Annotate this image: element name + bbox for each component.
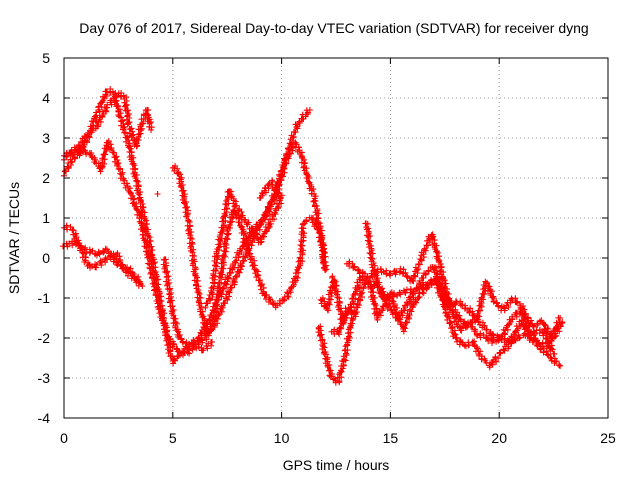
series-track-i (343, 231, 564, 342)
y-tick-label: -2 (38, 330, 51, 346)
y-tick-label: 4 (42, 90, 50, 106)
series-track-d (169, 162, 330, 339)
data-point-markers (60, 222, 146, 289)
x-tick-label: 10 (274, 430, 290, 446)
series-track-e (60, 222, 146, 289)
x-tick-label: 0 (60, 430, 68, 446)
y-tick-label: 3 (42, 130, 50, 146)
data-point-markers (343, 231, 564, 342)
series-track-g (315, 274, 564, 386)
data-series (60, 86, 566, 386)
x-tick-label: 5 (169, 430, 177, 446)
data-point-markers (315, 274, 564, 386)
plot-frame (63, 57, 609, 419)
chart-title: Day 076 of 2017, Sidereal Day-to-day VTE… (79, 20, 588, 36)
x-axis-label: GPS time / hours (283, 457, 390, 473)
series-track-b (61, 90, 330, 350)
series-track-f (202, 177, 285, 311)
series-track-j (328, 220, 558, 357)
y-tick-label: 2 (42, 170, 50, 186)
y-tick-label: -3 (38, 370, 51, 386)
x-tick-label: 15 (383, 430, 399, 446)
y-tick-label: -1 (38, 290, 51, 306)
y-tick-label: -4 (38, 410, 51, 426)
x-tick-label: 20 (491, 430, 507, 446)
data-point-markers (328, 220, 558, 357)
data-point-markers (202, 177, 285, 311)
y-tick-label: 0 (42, 250, 50, 266)
y-tick-label: 5 (42, 50, 50, 66)
data-point-markers (169, 162, 330, 339)
data-point-markers (61, 90, 330, 350)
x-tick-label: 25 (600, 430, 616, 446)
y-axis-label: SDTVAR / TECUs (6, 182, 22, 294)
axis-ticks: 0 5 10 15 20 25 -4 -3 -2 -1 0 1 2 3 4 5 (38, 50, 616, 446)
y-tick-label: 1 (42, 210, 50, 226)
